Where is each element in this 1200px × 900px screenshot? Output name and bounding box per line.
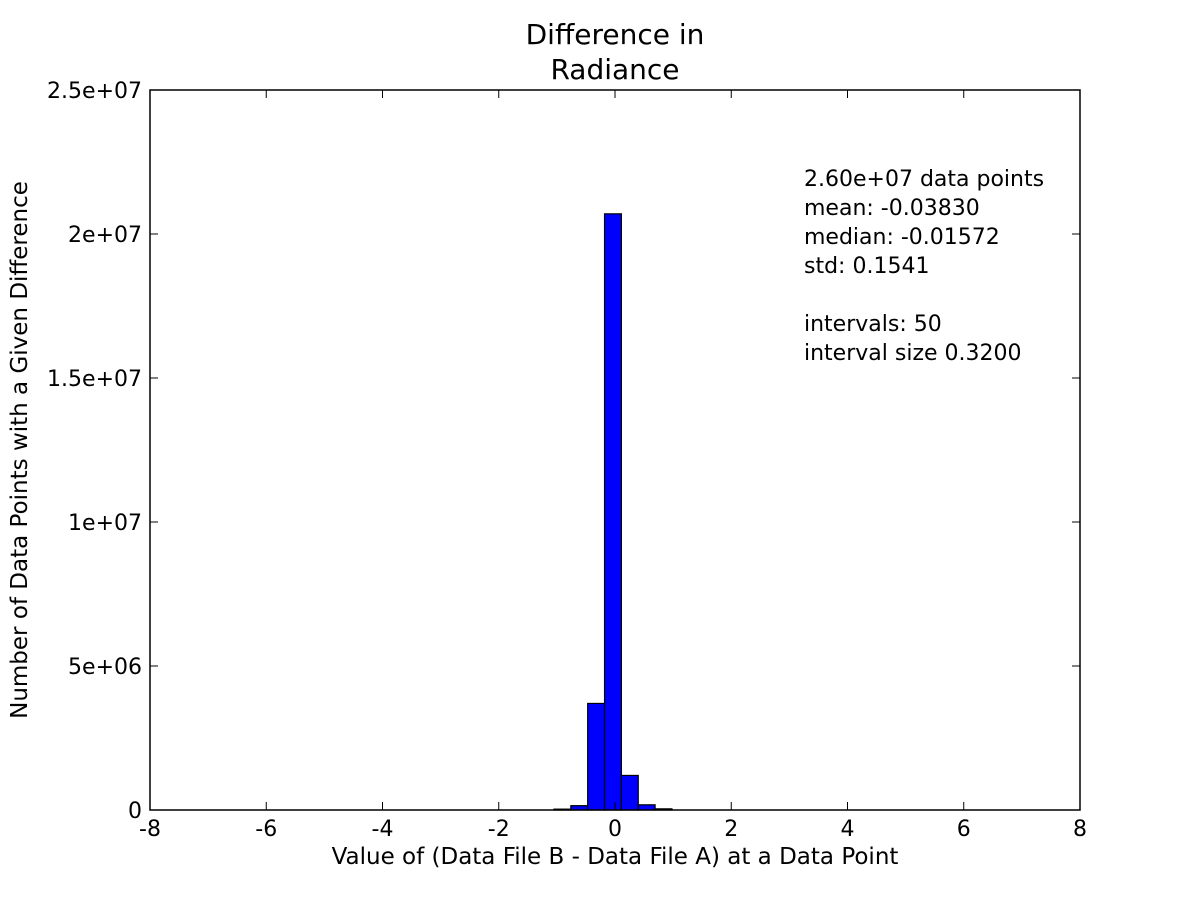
stats-line: median: -0.01572 [804, 225, 1000, 250]
x-tick-label: 8 [1073, 817, 1087, 842]
x-tick-label: -4 [372, 817, 394, 842]
chart-title-line-2: Radiance [550, 53, 679, 86]
y-tick-label: 0 [128, 799, 142, 824]
bars-group [553, 213, 673, 811]
ticks-group: -8 -6 -4 -2 0 2 4 6 8 0 5e+06 1e+07 1.5e+07 2e+07 2.5e… [47, 79, 1087, 842]
chart-title-line-1: Difference in [526, 18, 705, 51]
x-tick-label: -8 [139, 817, 161, 842]
stats-line: mean: -0.03830 [804, 196, 980, 221]
y-tick-label: 2e+07 [68, 223, 142, 248]
stats-annotation: 2.60e+07 data points mean: -0.03830 median… [804, 167, 1044, 366]
x-tick-label: 2 [724, 817, 738, 842]
x-tick-label: 0 [608, 817, 622, 842]
y-axis-label: Number of Data Points with a Given Diffe… [7, 181, 33, 719]
y-tick-label: 1.5e+07 [47, 367, 142, 392]
stats-line: intervals: 50 [804, 312, 942, 337]
y-tick-label: 1e+07 [68, 511, 142, 536]
histogram-bar [620, 774, 639, 811]
histogram-bar [637, 804, 656, 811]
histogram-bar [603, 213, 622, 811]
x-axis-label: Value of (Data File B - Data File A) at … [332, 844, 899, 870]
x-tick-label: -6 [255, 817, 277, 842]
plot-frame [149, 89, 1081, 811]
x-tick-label: -2 [488, 817, 510, 842]
stats-line: std: 0.1541 [804, 254, 929, 279]
stats-line: interval size 0.3200 [804, 341, 1022, 366]
x-tick-label: 6 [957, 817, 971, 842]
stats-line: 2.60e+07 data points [804, 167, 1044, 192]
y-tick-label: 2.5e+07 [47, 79, 142, 104]
y-tick-label: 5e+06 [68, 655, 142, 680]
x-tick-label: 4 [841, 817, 855, 842]
histogram-bar [587, 702, 606, 811]
